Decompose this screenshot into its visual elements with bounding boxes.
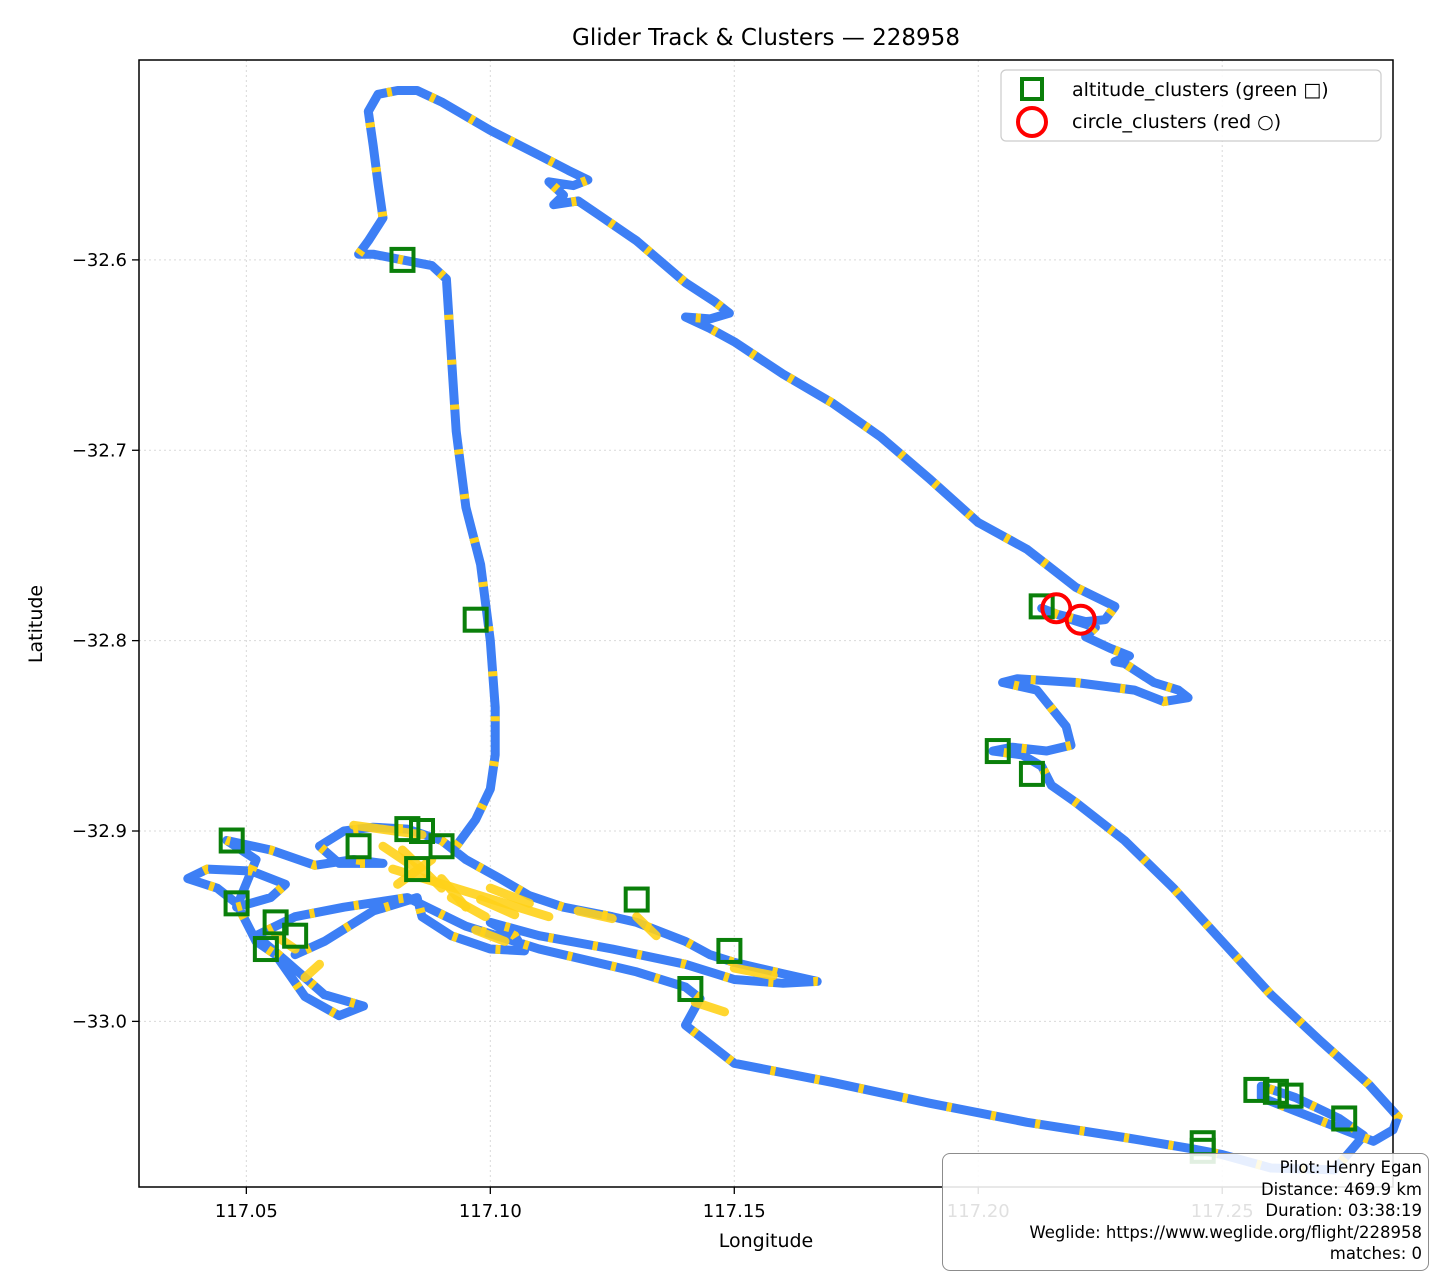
legend: altitude_clusters (green □) circle_clust… (1000, 69, 1382, 142)
altitude-cluster-marker (262, 909, 289, 936)
axis-ticks: 117.05117.10117.15117.20117.25−32.6−32.7… (72, 250, 1254, 1222)
climb-segment (729, 963, 778, 981)
x-tick-label: 117.15 (703, 1201, 766, 1222)
altitude-cluster-marker (984, 738, 1011, 765)
circle-cluster-marker (1064, 603, 1097, 636)
altitude-cluster-marker (716, 937, 743, 964)
climb-segment (300, 959, 325, 983)
climb-segment (632, 912, 661, 941)
legend-square-marker (1020, 77, 1044, 101)
altitude-cluster-marker (223, 890, 250, 917)
grid (139, 60, 1393, 1187)
matches-text: matches: 0 (1329, 1244, 1422, 1263)
legend-circle-marker (1016, 106, 1048, 138)
altitude-cluster-marker (252, 936, 279, 963)
y-axis-label: Latitude (25, 585, 47, 663)
altitude-cluster-marker (389, 246, 416, 273)
altitude-cluster-marker (1243, 1076, 1270, 1103)
climb-segment (573, 906, 617, 924)
climb-segment (471, 925, 510, 946)
y-tick-label: −32.9 (72, 821, 127, 842)
flight-track (175, 86, 1404, 1175)
x-axis-label: Longitude (719, 1230, 814, 1252)
climb-segment (476, 895, 520, 920)
legend-label-circle-clusters: circle_clusters (red ○) (1072, 111, 1281, 133)
y-tick-label: −32.6 (72, 250, 127, 271)
altitude-cluster-marker (623, 886, 650, 913)
track-climb-dashes (175, 86, 1404, 1175)
distance-text: Distance: 469.9 km (1260, 1179, 1422, 1199)
plot-frame (138, 59, 1394, 1188)
climb-segment (378, 841, 422, 874)
altitude-cluster-marker (462, 606, 489, 633)
altitude-cluster-marker (282, 922, 309, 949)
altitude-cluster-marker (428, 833, 455, 860)
altitude-cluster-marker (1018, 760, 1045, 787)
altitude-cluster-marker (1331, 1105, 1358, 1132)
climb-segment (388, 864, 554, 922)
altitude-cluster-marker (394, 816, 421, 843)
y-tick-label: −33.0 (72, 1011, 127, 1032)
cluster-markers (218, 246, 1358, 1164)
altitude-cluster-marker (218, 827, 245, 854)
altitude-cluster-marker (409, 818, 436, 845)
pilot-text: Pilot: Henry Egan (1279, 1158, 1422, 1177)
altitude-cluster-marker (677, 976, 704, 1003)
altitude-cluster-marker (404, 856, 431, 883)
y-tick-label: −32.8 (72, 631, 127, 652)
climb-segment (690, 997, 730, 1017)
altitude-cluster-marker (1262, 1078, 1289, 1105)
legend-label-altitude-clusters: altitude_clusters (green □) (1072, 79, 1329, 101)
altitude-cluster-marker (345, 833, 372, 860)
legend-frame (1000, 69, 1382, 142)
x-tick-label: 117.05 (215, 1201, 278, 1222)
climb-segment (485, 883, 534, 908)
altitude-cluster-marker (1028, 593, 1055, 620)
altitude-cluster-marker (1277, 1082, 1304, 1109)
x-tick-label: 117.10 (459, 1201, 522, 1222)
chart-title: Glider Track & Clusters — 228958 (572, 25, 960, 51)
weglide-link-text[interactable]: Weglide: https://www.weglide.org/flight/… (1029, 1222, 1422, 1242)
track-line (183, 86, 1403, 1175)
y-tick-label: −32.7 (72, 440, 127, 461)
duration-text: Duration: 03:38:19 (1265, 1201, 1422, 1220)
flight-info-box: Pilot: Henry Egan Distance: 469.9 km Dur… (942, 1153, 1429, 1271)
